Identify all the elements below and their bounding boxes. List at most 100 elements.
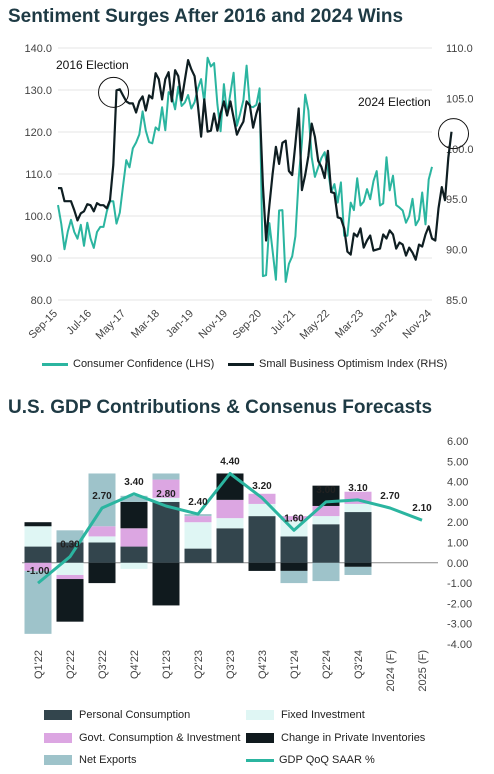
bar-segment [88,473,116,527]
bar-segment [152,479,180,498]
x-tick-label: Q1'24 [289,650,301,679]
y-right-tick-label: 95.0 [446,194,467,206]
x-tick-label: Q2'24 [321,650,333,679]
x-tick-label: Q2'23 [193,650,205,679]
election-2016-circle [98,76,130,108]
x-tick-label: Q3'22 [97,650,109,679]
bar-segment [184,516,212,523]
legend-label: Consumer Confidence (LHS) [73,358,215,370]
bar-segment [152,501,180,563]
legend-consumer-confidence: Consumer Confidence (LHS) [42,358,214,370]
legend-swatch [44,710,72,720]
legend-private-inventories: Change in Private Inventories [246,732,425,744]
bar-segment [344,503,372,513]
legend-small-business: Small Business Optimism Index (RHS) [228,358,447,370]
legend-label: Net Exports [79,754,137,766]
y-right-tick-label: 110.0 [446,43,473,55]
bar-segment [88,536,116,543]
bar-segment [312,505,340,517]
bar-segment [216,518,244,529]
x-tick-label: Q1'22 [33,650,45,679]
gdp-data-label: 3.10 [348,483,368,494]
gdp-data-label: 2.40 [188,497,208,508]
legend-swatch [44,733,72,743]
bar-segment [280,562,308,571]
bar-segment [216,499,244,519]
y-tick-label: -3.00 [447,619,472,631]
bar-segment [152,497,180,502]
bar-segment [24,526,52,547]
bar-segment [184,548,212,563]
y-tick-label: 4.00 [447,477,468,489]
bar-segment [24,570,52,634]
y-left-tick-label: 100.0 [24,211,52,223]
x-tick-label: Q3'24 [353,650,365,679]
bar-segment [24,522,52,527]
gdp-data-label: 2.10 [412,503,432,514]
y-left-tick-label: 90.0 [31,253,52,265]
legend-swatch [246,710,274,720]
gdp-data-label: 4.40 [220,456,240,467]
legend-label: Small Business Optimism Index (RHS) [259,358,448,370]
bar-segment [248,516,276,563]
y-tick-label: 0.00 [447,558,468,570]
bar-segment [280,570,308,584]
gdp-data-label: 2.70 [92,491,112,502]
y-tick-label: 1.00 [447,538,468,550]
x-tick-label: Q2'22 [65,650,77,679]
bar-segment [24,546,52,563]
x-tick-label: Q3'23 [225,650,237,679]
legend-personal-consumption: Personal Consumption [44,709,190,721]
legend-label: Change in Private Inventories [281,732,426,744]
bar-segment [312,516,340,525]
y-right-tick-label: 90.0 [446,245,467,257]
gdp-data-label: 2.70 [380,491,400,502]
bar-segment [344,566,372,575]
x-tick-label: Q4'22 [129,650,141,679]
bar-segment [120,501,148,529]
bar-segment [312,524,340,563]
y-tick-label: -4.00 [447,639,472,651]
x-tick-label: Q1'23 [161,650,173,679]
bar-segment [88,526,116,537]
bar-segment [344,562,372,567]
annotation-2024: 2024 Election [358,95,431,109]
annotation-2016: 2016 Election [56,58,129,72]
y-left-tick-label: 80.0 [31,295,52,307]
legend-govt-consumption: Govt. Consumption & Investment [44,732,240,744]
gdp-line [37,472,423,585]
y-right-tick-label: 105.0 [446,93,474,105]
series-line [58,59,453,261]
sentiment-chart: 80.0 90.0 100.0 110.0 120.0 130.0 140.0 85.0 90.… [24,43,474,342]
y-right-tick-label: 100.0 [446,144,474,156]
legend-net-exports: Net Exports [44,754,136,766]
bar-segment [216,528,244,563]
bar-segment [88,542,116,563]
election-2024-circle [438,118,470,150]
x-tick-label: 2024 (F) [385,650,397,692]
x-tick-label: Q4'23 [257,650,269,679]
legend-fixed-investment: Fixed Investment [246,709,365,721]
bar-segment [312,562,340,582]
bar-segment [56,562,84,575]
bar-segment [56,579,84,622]
bar-segment [152,562,180,606]
legend-swatch [246,733,274,743]
legend-swatch [44,755,72,765]
legend-gdp-saar: GDP QoQ SAAR % [246,754,375,766]
y-tick-label: 5.00 [447,456,468,468]
legend-label: Personal Consumption [79,709,191,721]
bar-segment [88,562,116,584]
bar-segment [120,495,148,502]
bar-segment [120,528,148,547]
y-tick-label: 2.00 [447,517,468,529]
gdp-data-label: 0.30 [60,540,80,551]
chart1-title: Sentiment Surges After 2016 and 2024 Win… [8,6,404,27]
legend-label: Fixed Investment [281,709,365,721]
series-line [57,56,433,283]
gdp-data-label: 3.20 [252,481,272,492]
y-tick-label: 3.00 [447,497,468,509]
legend-label: GDP QoQ SAAR % [279,754,375,766]
bar-segment [280,536,308,563]
